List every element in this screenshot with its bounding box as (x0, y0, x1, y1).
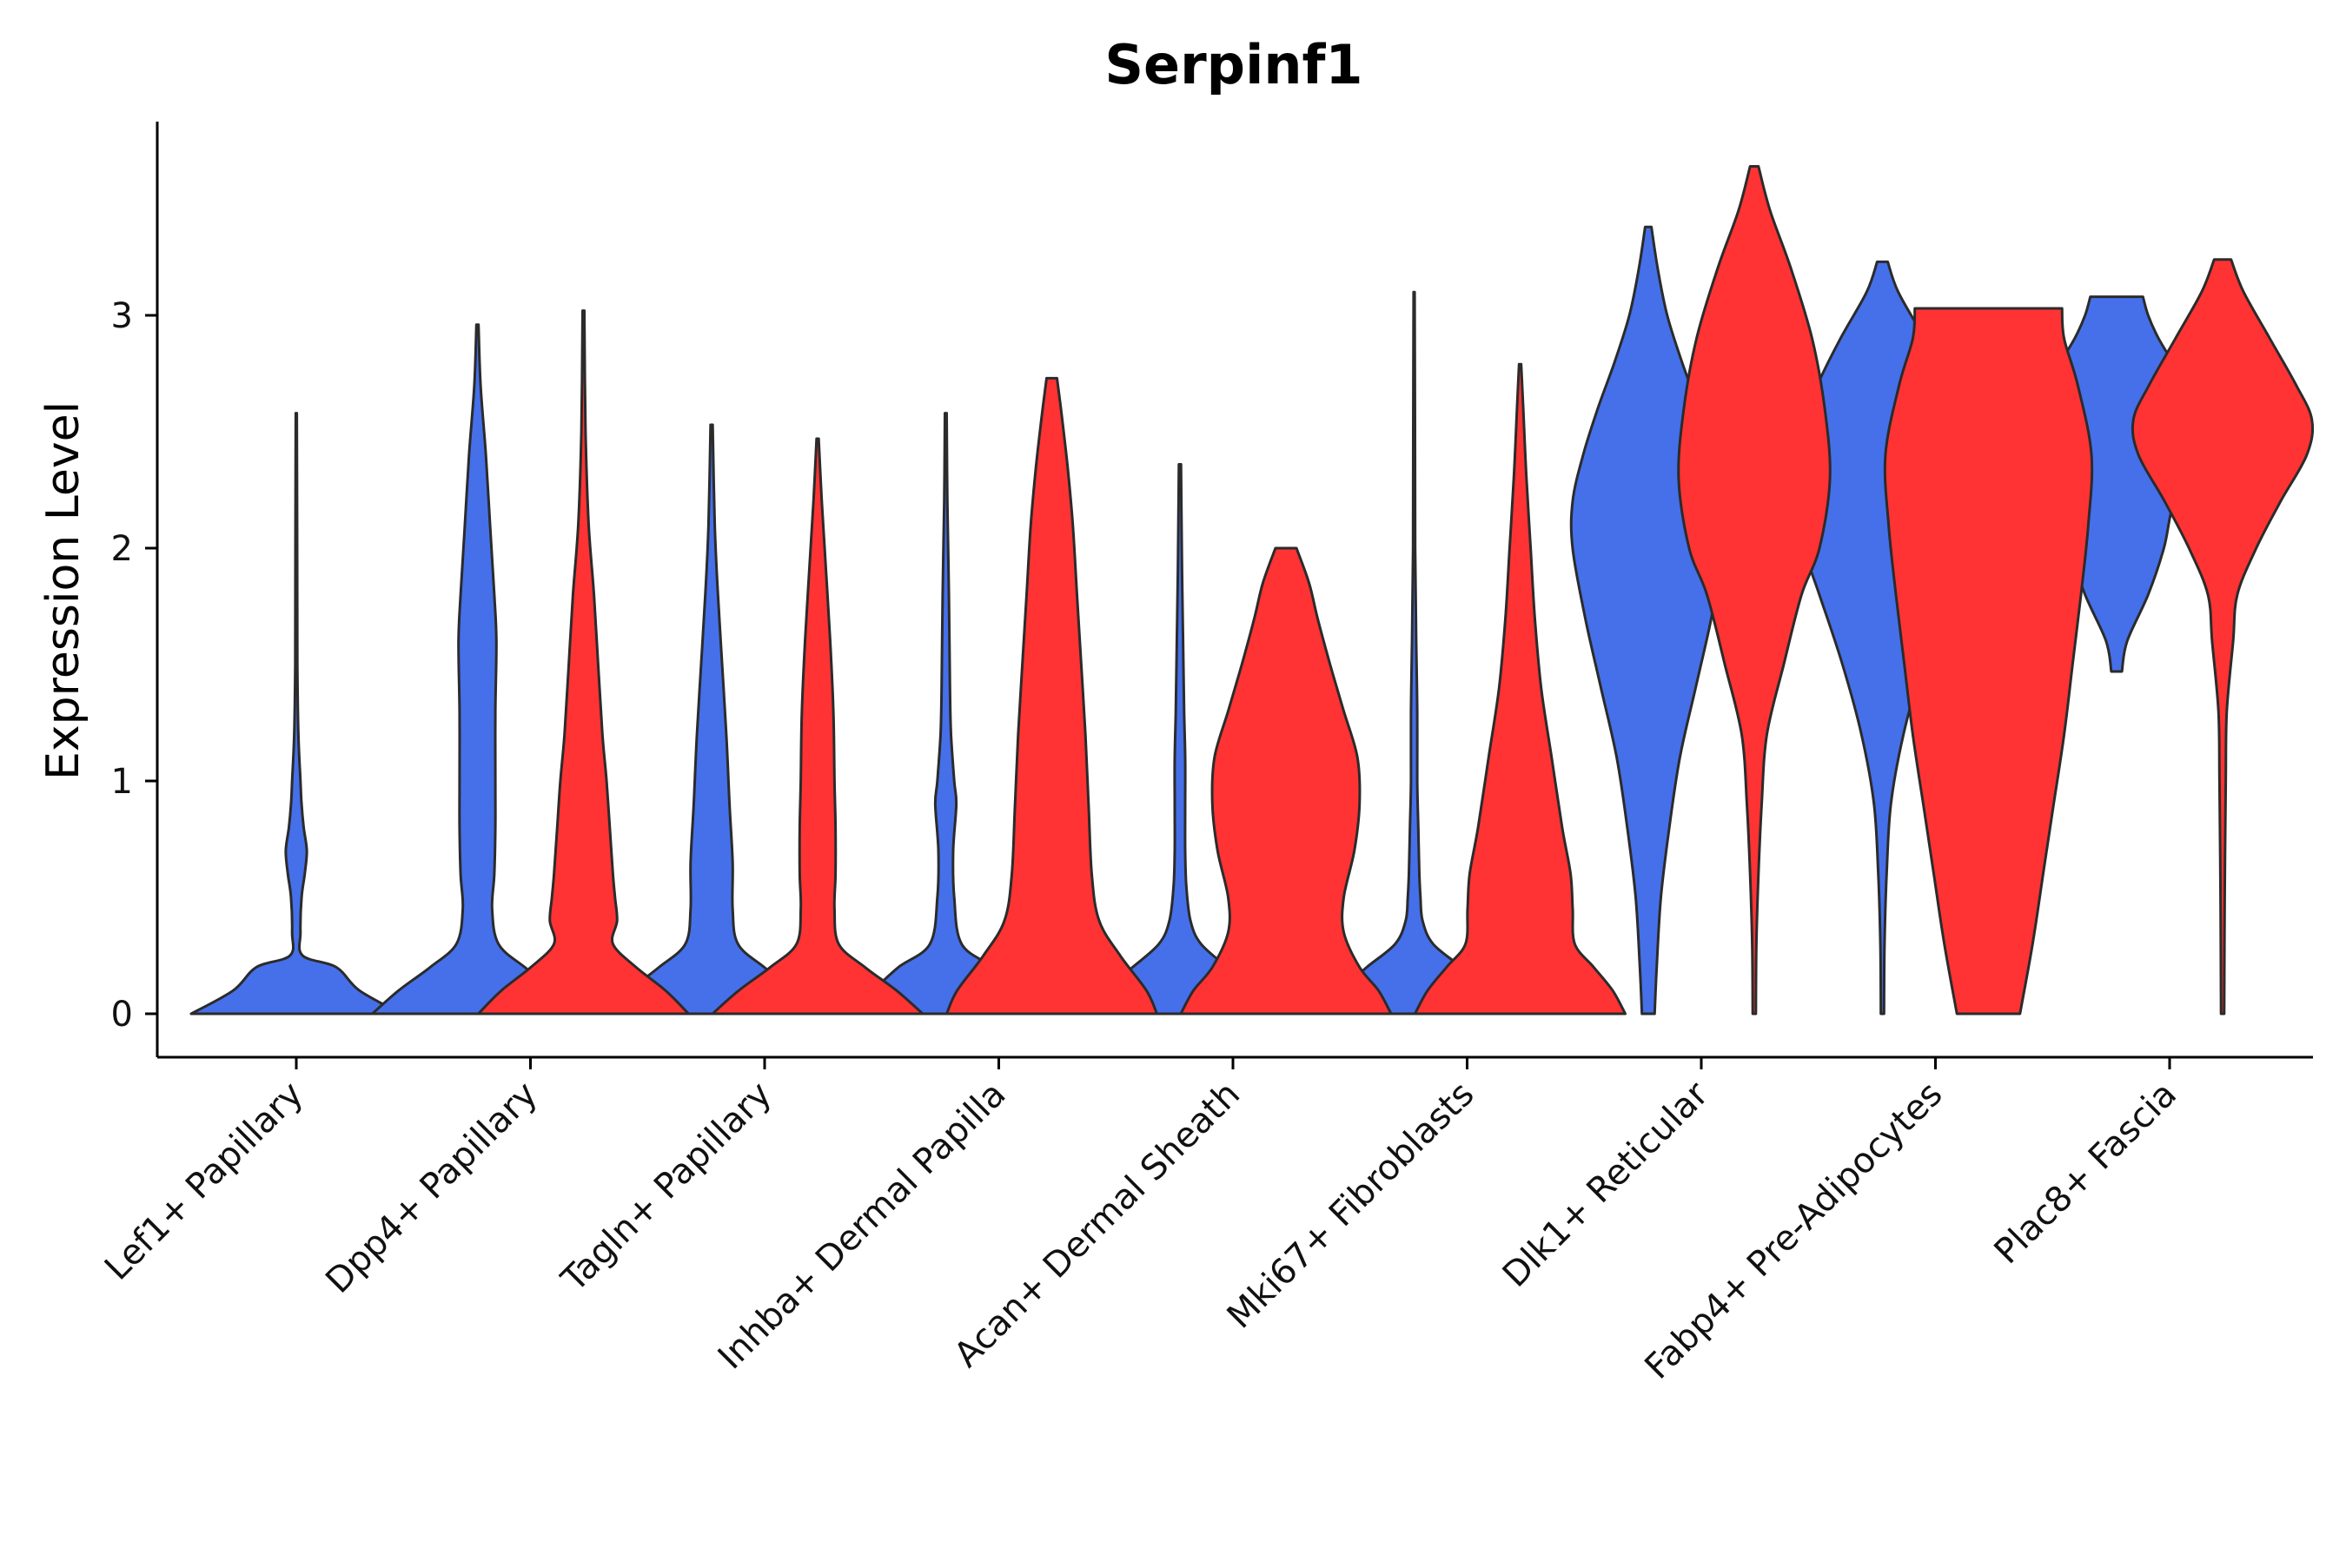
violin-group_b-1 (477, 309, 690, 1016)
x-tick-label-2: Tagln+ Papillary (553, 1075, 779, 1300)
y-tick-label-3: 3 (111, 296, 133, 336)
y-axis-label: Expression Level (37, 401, 89, 780)
x-tick-label-8: Plac8+ Fascia (1987, 1075, 2185, 1273)
y-tick-label-2: 2 (111, 529, 133, 569)
x-tick-label-1: Dpp4+ Papillary (318, 1075, 545, 1301)
y-tick-label-1: 1 (111, 762, 133, 802)
violins-layer (189, 165, 2315, 1016)
y-tick-label-0: 0 (111, 995, 133, 1035)
violin-group_a-1 (371, 323, 584, 1016)
x-tick-label-6: Dlk1+ Reticular (1495, 1074, 1717, 1295)
violin-group_a-3 (839, 412, 1052, 1016)
violin-group_b-6 (1677, 165, 1832, 1016)
violin-group_b-4 (1179, 546, 1393, 1016)
violin-group_a-4 (1073, 463, 1287, 1016)
violin-group_b-7 (1883, 307, 2094, 1016)
violin-group_b-3 (945, 376, 1158, 1016)
x-tick-label-0: Lef1+ Papillary (97, 1075, 311, 1288)
violin-group_b-8 (2131, 258, 2315, 1016)
x-axis-ticks: Lef1+ Papillary Dpp4+ Papillary Tagln+ Pap… (97, 1057, 2184, 1387)
violin-group_b-2 (711, 437, 924, 1016)
chart-title: Serpinf1 (1104, 33, 1362, 96)
violin-group_b-5 (1414, 362, 1627, 1016)
y-axis-ticks: 0 1 2 3 (111, 296, 157, 1035)
x-tick-label-5: Mki67+ Fibroblasts (1220, 1075, 1482, 1337)
violin-group_a-5 (1308, 290, 1521, 1016)
violin-group_a-2 (605, 423, 818, 1016)
violin-group_a-0 (189, 412, 403, 1016)
